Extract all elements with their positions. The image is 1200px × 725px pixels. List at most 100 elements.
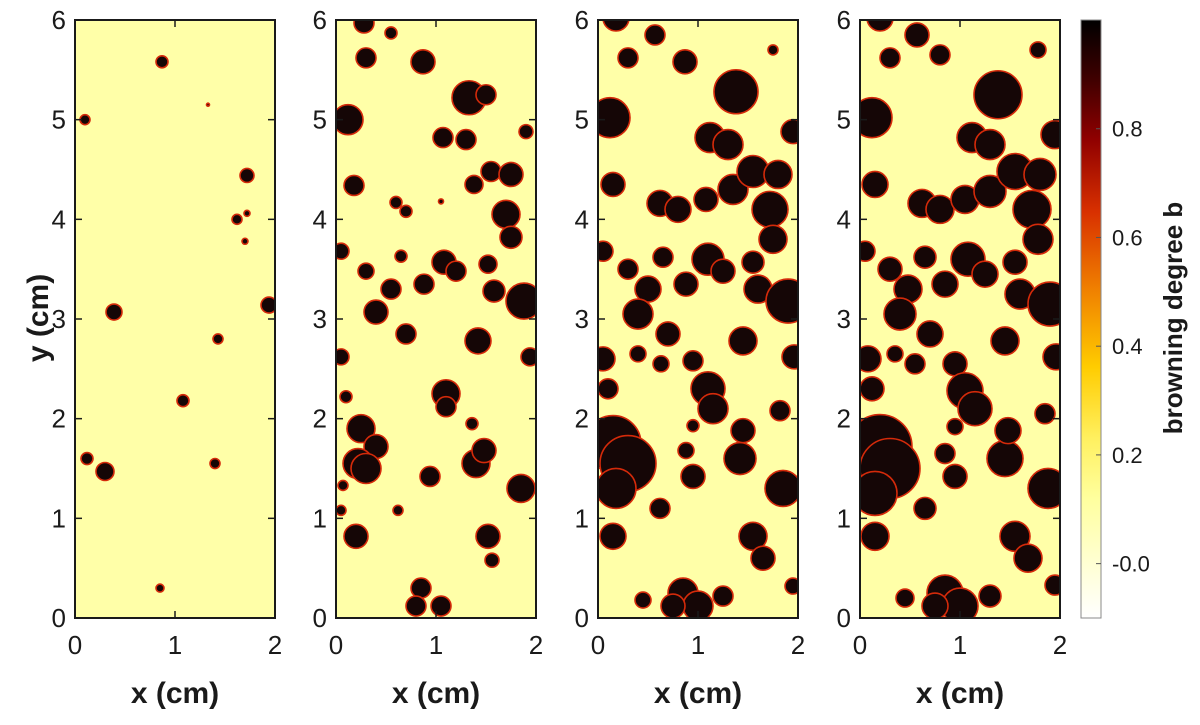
browning-spot — [598, 240, 614, 263]
browning-spot — [750, 545, 776, 572]
x-tick-label: 0 — [591, 630, 605, 660]
y-tick-label: 1 — [837, 503, 851, 533]
browning-spot — [491, 199, 521, 230]
browning-spot — [784, 577, 798, 595]
browning-spot — [231, 213, 243, 226]
browning-spot — [343, 174, 365, 197]
browning-spot — [241, 237, 249, 246]
browning-spot — [455, 128, 477, 151]
browning-spot — [860, 521, 890, 552]
y-tick-label: 4 — [313, 204, 327, 234]
browning-spot — [432, 126, 454, 149]
y-tick-label: 3 — [575, 304, 589, 334]
colorbar-tick-label: 0.8 — [1112, 117, 1143, 142]
browning-spot — [430, 595, 452, 617]
browning-spot — [879, 47, 901, 69]
browning-spot — [445, 260, 467, 282]
browning-spot — [336, 348, 350, 366]
browning-spot — [693, 186, 719, 213]
browning-spots — [336, 20, 536, 617]
browning-spot — [105, 303, 123, 321]
browning-spot — [598, 377, 619, 400]
browning-spot — [931, 270, 959, 298]
panel-2: 0 1 2 0 1 2 3 4 5 6 x (cm) — [313, 5, 544, 710]
browning-spot — [649, 497, 671, 520]
y-tick-label: 3 — [837, 304, 851, 334]
browning-spot — [895, 588, 915, 608]
browning-spot — [353, 20, 375, 34]
y-tick-label: 5 — [575, 105, 589, 135]
browning-spot — [866, 20, 894, 32]
browning-spot — [957, 390, 993, 427]
browning-spot — [339, 389, 353, 404]
colorbar-tick-label: 0.4 — [1112, 334, 1143, 359]
browning-spot — [728, 326, 758, 356]
y-tick-label: 2 — [52, 404, 66, 434]
browning-spot — [741, 250, 765, 274]
browning-spots — [79, 55, 275, 593]
browning-spot — [913, 245, 937, 270]
browning-spot — [904, 22, 930, 48]
browning-spot — [652, 355, 670, 373]
browning-spot — [475, 83, 497, 106]
browning-spot — [465, 416, 479, 431]
y-tick-label: 1 — [313, 503, 327, 533]
browning-spot — [484, 552, 500, 568]
browning-spot — [994, 416, 1022, 445]
x-tick-label: 1 — [691, 630, 705, 660]
y-axis-label: y (cm) — [22, 274, 55, 362]
browning-spot — [155, 583, 165, 593]
browning-spot — [95, 461, 115, 482]
browning-spot — [916, 320, 944, 348]
browning-spot — [877, 256, 903, 282]
panel-1: 0 1 2 0 1 2 3 4 5 6 x (cm) — [52, 5, 283, 710]
x-axis-label: x (cm) — [392, 677, 480, 710]
colorbar-tick-label: 0.6 — [1112, 225, 1143, 250]
colorbar-frame — [1080, 19, 1102, 619]
x-tick-label: 2 — [791, 630, 805, 660]
browning-spot — [1013, 543, 1043, 574]
browning-spot — [925, 194, 955, 225]
x-tick-label: 1 — [953, 630, 967, 660]
browning-spot — [886, 345, 904, 363]
browning-spot — [598, 96, 631, 139]
browning-spot — [336, 504, 347, 517]
browning-spot — [990, 326, 1020, 356]
y-tick-label: 0 — [52, 603, 66, 633]
browning-spot — [934, 442, 956, 465]
browning-spot — [904, 353, 926, 375]
browning-spot — [380, 278, 402, 300]
x-tick-label: 2 — [529, 630, 543, 660]
browning-spot — [435, 395, 457, 418]
browning-spot — [921, 592, 949, 618]
browning-spot — [780, 118, 798, 145]
browning-spot — [260, 296, 275, 314]
browning-spot — [480, 160, 502, 183]
browning-spot — [712, 128, 744, 161]
browning-spot — [860, 375, 885, 402]
browning-spot — [986, 439, 1024, 478]
y-tick-label: 2 — [575, 404, 589, 434]
browning-spot — [617, 47, 639, 69]
y-tick-label: 1 — [575, 503, 589, 533]
x-axis-label: x (cm) — [916, 677, 1004, 710]
x-tick-label: 0 — [68, 630, 82, 660]
browning-spot — [974, 128, 1006, 161]
browning-spot — [677, 441, 695, 460]
browning-spot — [471, 437, 497, 464]
browning-spot — [205, 102, 211, 108]
browning-spot — [652, 246, 674, 269]
browning-spot — [860, 96, 893, 139]
browning-spot — [660, 593, 686, 618]
browning-spot — [634, 591, 652, 609]
browning-spot — [622, 298, 654, 330]
browning-spot — [655, 321, 681, 347]
browning-spot — [413, 273, 435, 295]
panel-4: 0 1 2 0 1 2 3 4 5 6 x (cm) — [837, 5, 1068, 710]
browning-spot — [520, 347, 536, 367]
y-tick-label: 3 — [313, 304, 327, 334]
colorbar-tick-label: -0.0 — [1112, 552, 1150, 577]
browning-spot — [664, 195, 692, 224]
y-tick-label: 5 — [837, 105, 851, 135]
